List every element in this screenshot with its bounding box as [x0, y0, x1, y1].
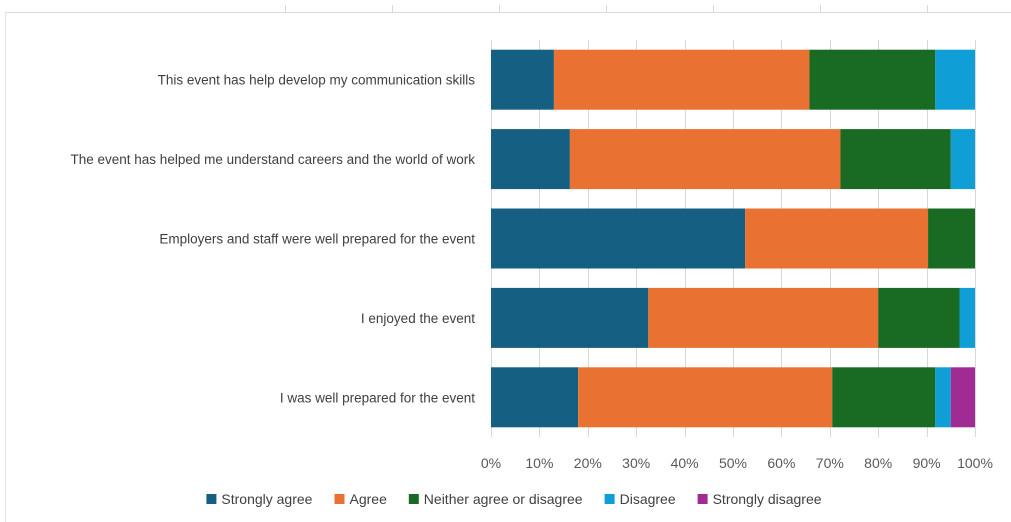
bar-disagree — [935, 49, 975, 110]
bar-agree — [648, 287, 879, 348]
x-tick-label: 80% — [864, 455, 892, 471]
bar-strongly-agree — [491, 367, 579, 428]
legend-swatch-strongly-agree — [206, 494, 217, 504]
bar-strongly-disagree — [950, 367, 975, 428]
x-tick-label: 90% — [913, 455, 941, 471]
bar-strongly-agree — [491, 49, 554, 110]
bar-segments — [491, 49, 975, 428]
bar-agree — [745, 208, 929, 269]
bar-agree — [569, 129, 841, 190]
category-label: The event has helped me understand caree… — [71, 152, 476, 167]
category-label: This event has help develop my communica… — [158, 73, 476, 88]
legend-label: Strongly agree — [221, 491, 312, 507]
legend-swatch-agree — [334, 494, 345, 504]
category-label: I enjoyed the event — [361, 311, 475, 326]
bar-strongly-agree — [491, 208, 746, 269]
bar-agree — [553, 49, 810, 110]
x-tick-label: 60% — [767, 455, 795, 471]
bar-disagree — [935, 367, 951, 428]
x-tick-label: 70% — [816, 455, 844, 471]
x-tick-label: 0% — [481, 455, 501, 471]
chart-legend: Strongly agree Agree Neither agree or disa… — [206, 491, 822, 507]
legend-swatch-strongly-disagree — [697, 494, 708, 504]
x-tick-label: 50% — [719, 455, 747, 471]
category-label: Employers and staff were well prepared f… — [159, 232, 475, 247]
bar-disagree — [950, 129, 975, 190]
x-tick-label: 10% — [525, 455, 553, 471]
x-tick-label: 20% — [574, 455, 602, 471]
bar-disagree — [959, 287, 975, 348]
legend-label: Agree — [350, 491, 388, 507]
legend-label: Strongly disagree — [713, 491, 822, 507]
spreadsheet-cell-grid — [5, 5, 1011, 522]
bar-neither-agree-or-disagree — [928, 208, 975, 269]
bar-neither-agree-or-disagree — [832, 367, 936, 428]
x-axis-tick-labels: 0% 10% 20% 30% 40% 50% 60% 70% 80% 90% 100% — [481, 455, 993, 471]
bar-strongly-agree — [491, 129, 570, 190]
legend-swatch-disagree — [604, 494, 615, 504]
bar-neither-agree-or-disagree — [878, 287, 960, 348]
legend-label: Neither agree or disagree — [424, 491, 583, 507]
bar-neither-agree-or-disagree — [840, 129, 951, 190]
x-tick-label: 100% — [957, 455, 993, 471]
x-tick-label: 30% — [622, 455, 650, 471]
legend-swatch-neither-agree-or-disagree — [408, 494, 419, 504]
legend-label: Disagree — [620, 491, 676, 507]
bar-agree — [578, 367, 833, 428]
x-tick-label: 40% — [671, 455, 699, 471]
bar-neither-agree-or-disagree — [809, 49, 936, 110]
bar-strongly-agree — [491, 287, 649, 348]
category-label: I was well prepared for the event — [280, 390, 475, 405]
category-labels: This event has help develop my communica… — [71, 73, 476, 406]
